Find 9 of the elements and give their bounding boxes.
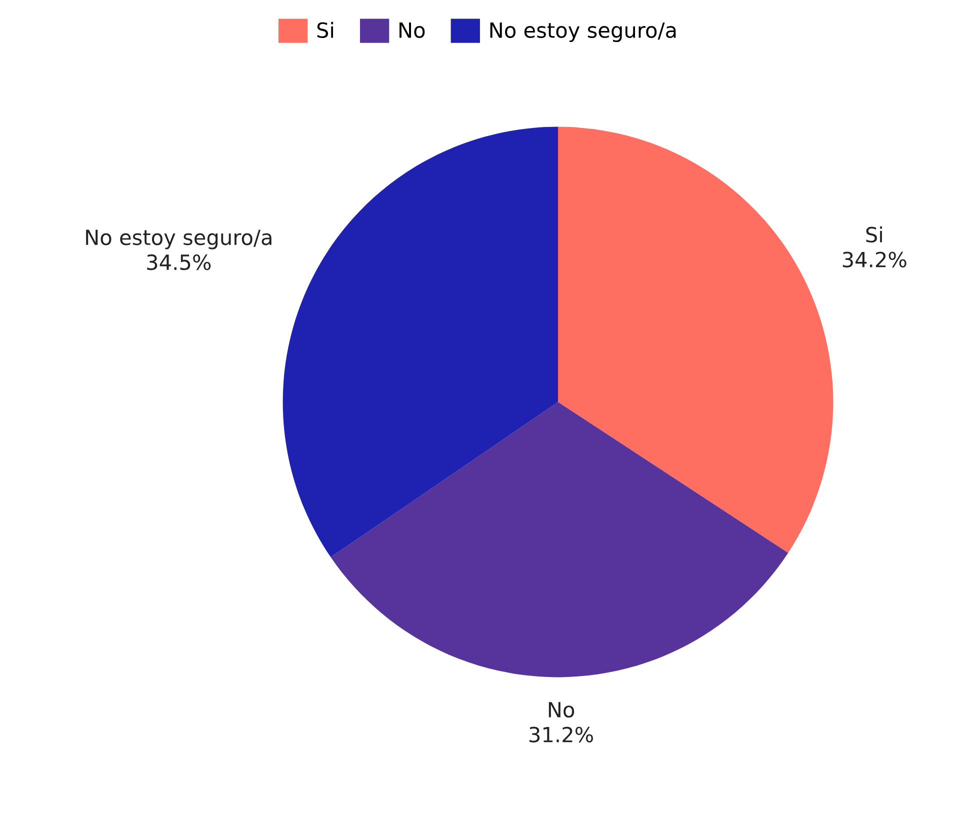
slice-label: No [548,702,574,718]
legend-label: Si [317,22,334,38]
slice-label: No estoy seguro/a [86,230,272,250]
data-label: 34.5% [147,254,211,270]
data-label: 34.2% [842,252,906,268]
legend-label: No [400,22,425,38]
slice-label: Si [866,226,882,243]
data-label: 31.2% [530,726,593,742]
legend-label: No estoy seguro/a [490,22,676,42]
